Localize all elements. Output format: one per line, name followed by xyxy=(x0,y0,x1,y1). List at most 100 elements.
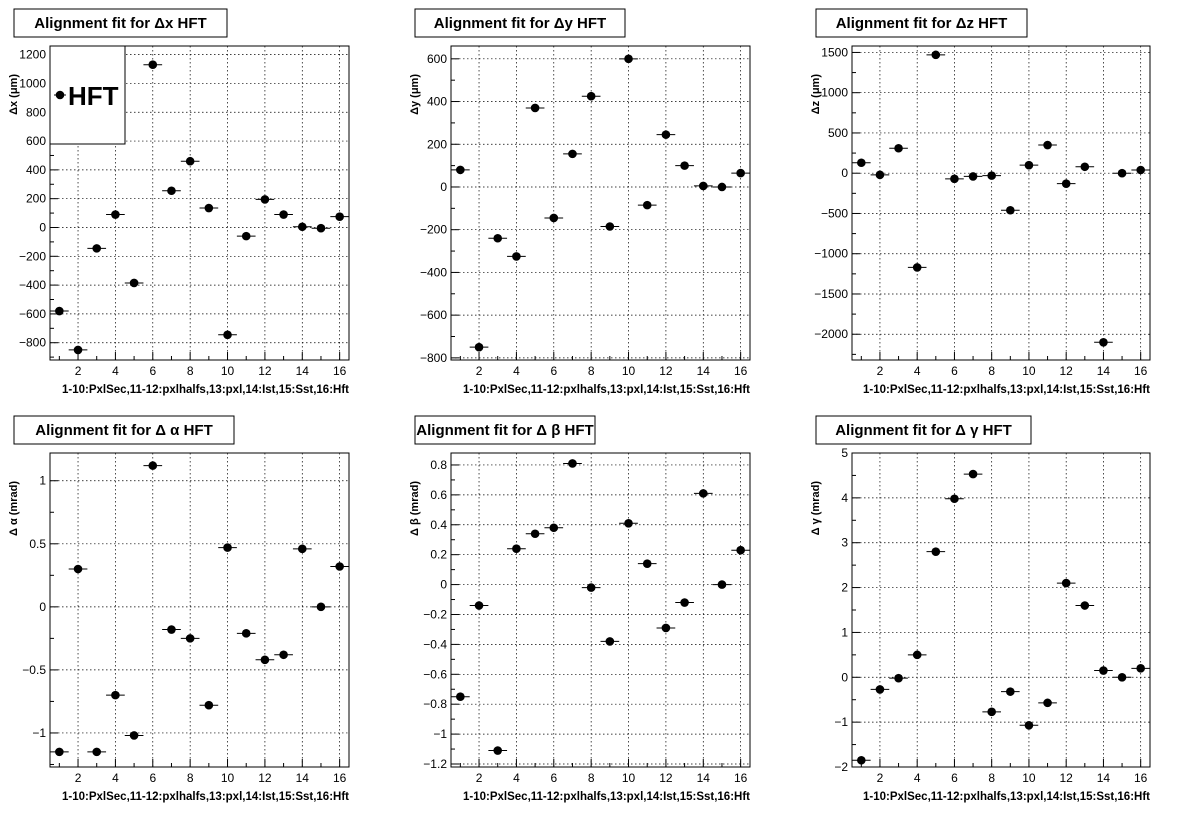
data-point xyxy=(316,223,326,233)
x-axis-title: 1-10:PxlSec,11-12:pxlhalfs,13:pxl,14:Ist… xyxy=(463,791,750,803)
y-tick-label: −0.6 xyxy=(423,667,447,681)
x-tick-label: 10 xyxy=(221,364,235,378)
x-tick-label: 16 xyxy=(1134,364,1148,378)
y-tick-label: 0 xyxy=(39,600,46,614)
data-point xyxy=(1080,601,1090,610)
y-tick-label: 0 xyxy=(440,578,447,592)
x-tick-label: 16 xyxy=(333,771,347,785)
y-tick-label: 0 xyxy=(39,220,46,234)
data-point xyxy=(987,171,996,180)
y-tick-label: −0.4 xyxy=(423,637,447,651)
legend-label: HFT xyxy=(68,81,119,111)
y-tick-label: −200 xyxy=(420,223,447,237)
title-box xyxy=(13,8,228,38)
title-box xyxy=(414,8,626,38)
chart-title: Alignment fit for Δx HFT xyxy=(34,15,206,32)
x-tick-label: 8 xyxy=(588,771,595,785)
y-tick-label: −1500 xyxy=(814,287,848,301)
grid xyxy=(50,453,349,767)
y-tick-label: −600 xyxy=(19,307,46,321)
data-point xyxy=(1117,672,1127,682)
x-tick-label: 12 xyxy=(1060,364,1074,378)
x-axis-title: 1-10:PxlSec,11-12:pxlhalfs,13:pxl,14:Ist… xyxy=(62,791,349,803)
y-tick-label: 0 xyxy=(841,166,848,180)
y-tick-label: −500 xyxy=(821,206,848,220)
y-tick-label: 200 xyxy=(427,137,447,151)
data-point xyxy=(111,210,120,219)
y-tick-label: 600 xyxy=(26,134,46,148)
chart-title: Alignment fit for Δy HFT xyxy=(434,15,606,32)
data-point xyxy=(1099,337,1108,347)
y-axis-title: Δz (μm) xyxy=(810,74,822,115)
x-tick-label: 10 xyxy=(1022,364,1036,378)
data-point xyxy=(857,158,866,168)
y-tick-label: 3 xyxy=(841,536,848,550)
x-tick-label: 2 xyxy=(877,364,884,378)
y-tick-label: 0 xyxy=(440,180,447,194)
legend-marker xyxy=(55,90,65,100)
x-tick-label: 10 xyxy=(622,364,636,378)
data-point xyxy=(680,598,689,607)
data-point xyxy=(316,602,326,612)
y-tick-label: −0.5 xyxy=(22,663,46,677)
x-tick-label: 16 xyxy=(734,364,748,378)
y-tick-label: −0.2 xyxy=(423,607,447,621)
data-point xyxy=(1117,168,1127,178)
y-tick-label: 5 xyxy=(841,446,848,460)
data-point xyxy=(624,518,633,528)
data-point xyxy=(1136,664,1145,673)
y-tick-label: 1 xyxy=(39,474,46,488)
data-point xyxy=(474,601,484,610)
x-tick-label: 14 xyxy=(697,364,711,378)
data-point xyxy=(736,168,745,178)
data-point xyxy=(204,203,214,213)
data-point xyxy=(297,222,307,232)
y-tick-label: −200 xyxy=(19,249,46,263)
x-tick-label: 4 xyxy=(513,364,520,378)
x-tick-label: 14 xyxy=(697,771,711,785)
data-point xyxy=(698,181,708,191)
data-point xyxy=(875,170,885,180)
x-tick-label: 2 xyxy=(75,364,82,378)
data-point xyxy=(297,544,307,554)
data-point xyxy=(129,731,139,740)
chart-title: Alignment fit for Δ γ HFT xyxy=(835,422,1012,439)
chart-title: Alignment fit for Δ α HFT xyxy=(35,422,212,439)
x-tick-label: 14 xyxy=(296,364,310,378)
data-point xyxy=(148,60,158,70)
x-tick-label: 12 xyxy=(659,364,673,378)
data-point xyxy=(912,650,922,660)
x-tick-label: 12 xyxy=(659,771,673,785)
x-axis-title: 1-10:PxlSec,11-12:pxlhalfs,13:pxl,14:Ist… xyxy=(62,384,349,396)
x-tick-label: 16 xyxy=(333,364,347,378)
plot-frame xyxy=(450,45,751,361)
data-point xyxy=(1006,205,1015,215)
title-box xyxy=(815,8,1028,38)
x-tick-label: 8 xyxy=(187,364,194,378)
chart-panel: 2 4 6 8 10 12 14 16 −800 −600 −400 −200 0 200 400 600 Al… xyxy=(409,8,751,396)
x-tick-label: 12 xyxy=(258,771,272,785)
y-tick-label: 0 xyxy=(841,670,848,684)
x-tick-label: 2 xyxy=(476,771,483,785)
y-axis-title: Δx (μm) xyxy=(8,74,20,115)
data-point xyxy=(568,149,577,159)
data-point xyxy=(55,306,64,316)
x-tick-label: 10 xyxy=(1022,771,1036,785)
data-point xyxy=(661,623,671,633)
data-point xyxy=(260,195,270,204)
data-point xyxy=(129,278,139,288)
x-tick-label: 4 xyxy=(112,771,119,785)
y-tick-label: −800 xyxy=(19,336,46,350)
data-point xyxy=(624,54,633,64)
data-point xyxy=(968,469,978,479)
data-point xyxy=(1043,698,1052,708)
chart-panel: 2 4 6 8 10 12 14 16 −1 −0.5 0 0.5 1 Alignment fit for… xyxy=(8,415,350,803)
data-point xyxy=(1136,165,1145,175)
y-tick-label: −400 xyxy=(420,265,447,279)
data-point xyxy=(512,544,521,553)
y-tick-label: 400 xyxy=(26,163,46,177)
data-point xyxy=(680,161,689,170)
title-box xyxy=(815,415,1032,445)
x-tick-label: 8 xyxy=(187,771,194,785)
